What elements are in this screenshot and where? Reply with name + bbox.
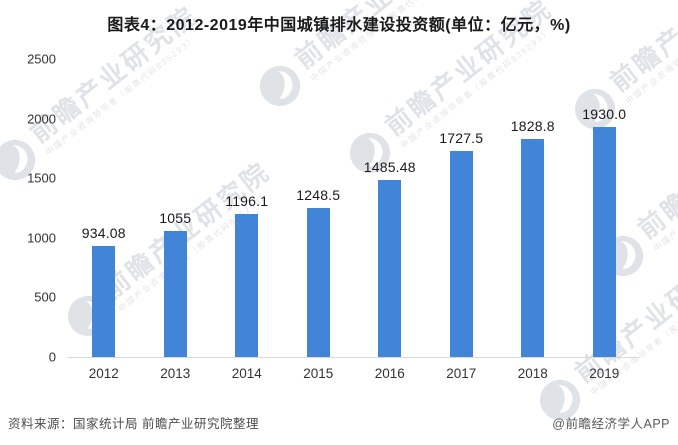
bar-slot-2017: 1727.5	[426, 59, 498, 357]
bar-value-label-2013: 1055	[159, 210, 192, 227]
bar-value-label-2016: 1485.48	[363, 158, 416, 175]
x-tick-label-2012: 2012	[88, 366, 119, 381]
x-tick-label-2013: 2013	[160, 366, 191, 381]
bar-slot-2013: 1055	[140, 59, 212, 357]
bar-slot-2015: 1248.5	[283, 59, 355, 357]
bar-value-label-2019: 1930.0	[582, 105, 627, 122]
bar-value-label-2012: 934.08	[81, 224, 126, 241]
bar-value-label-2018: 1828.8	[510, 118, 555, 135]
x-tick-label-2018: 2018	[517, 366, 548, 381]
footer-credit: @前瞻经济学人APP	[552, 417, 670, 431]
bar-value-label-2017: 1727.5	[439, 130, 484, 147]
y-tick-label-1500: 1500	[27, 170, 56, 186]
watermark-tagline-text: 中国产业咨询领导者（股票代码835293）	[652, 129, 678, 254]
y-tick-label-1000: 1000	[27, 230, 56, 246]
bar-2016	[378, 179, 402, 357]
bar-2019	[592, 126, 616, 357]
plot-area: 934.08 1055 1196.1 1248.5 1485.48 1727.5 1828.…	[68, 59, 640, 358]
bar-value-label-2014: 1196.1	[225, 193, 269, 210]
y-axis: 0 500 1000 1500 2000 2500	[0, 52, 56, 365]
x-tick-label-2016: 2016	[374, 366, 405, 381]
bar-slot-2012: 934.08	[68, 59, 140, 357]
bar-value-label-2015: 1248.5	[296, 187, 341, 204]
y-tick-label-2000: 2000	[27, 111, 56, 127]
bar-slot-2019: 1930.0	[569, 59, 641, 357]
y-tick-label-500: 500	[34, 289, 56, 305]
x-tick-label-2014: 2014	[231, 366, 262, 381]
bar-2015	[306, 208, 330, 357]
x-tick-label-2019: 2019	[589, 366, 620, 381]
bar-2014	[235, 214, 259, 357]
x-axis-labels: 2012 2013 2014 2015 2016 2017 2018 2019	[68, 366, 640, 381]
bar-2012	[92, 245, 116, 357]
bar-slot-2018: 1828.8	[497, 59, 569, 357]
chart-title: 图表4：2012-2019年中国城镇排水建设投资额(单位：亿元，%)	[107, 17, 571, 34]
bar-slot-2014: 1196.1	[211, 59, 283, 357]
bar-2017	[449, 151, 473, 357]
bar-slot-2016: 1485.48	[354, 59, 426, 357]
y-tick-label-2500: 2500	[27, 51, 56, 67]
footer-source: 资料来源：国家统计局 前瞻产业研究院整理	[8, 417, 259, 431]
y-tick-label-0: 0	[48, 349, 56, 365]
bar-2018	[521, 139, 545, 357]
watermark-brand-text: 前瞻产业研究院	[632, 95, 678, 245]
bar-2013	[163, 231, 187, 357]
x-tick-label-2017: 2017	[446, 366, 477, 381]
x-tick-label-2015: 2015	[303, 366, 334, 381]
